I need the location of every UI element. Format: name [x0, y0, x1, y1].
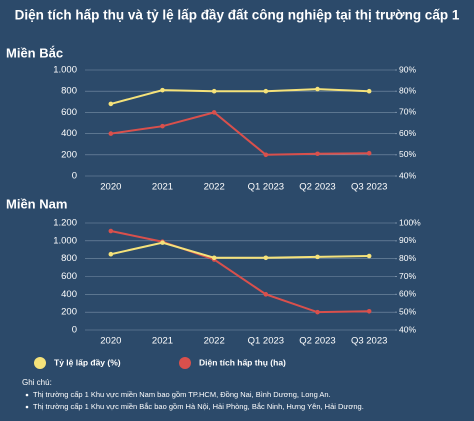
point	[366, 88, 372, 94]
point	[315, 86, 320, 92]
point	[263, 255, 269, 261]
x-tick-label: 2022	[204, 336, 225, 347]
point	[108, 101, 114, 107]
panel-title: Miền Bắc	[6, 45, 63, 60]
y2-tick-label: 50%	[399, 149, 416, 159]
y-tick-label: 800	[61, 253, 77, 264]
y-tick-label: 400	[61, 128, 77, 139]
y-tick-label: 600	[61, 271, 77, 282]
point	[263, 292, 269, 297]
point	[263, 88, 269, 94]
series-line	[110, 88, 370, 105]
y2-tick-label: 70%	[399, 107, 416, 117]
y-tick-label: 600	[61, 107, 77, 118]
y-tick-label: 0	[72, 171, 77, 182]
y2-tick-label: 80%	[399, 85, 416, 95]
y-tick-label: 200	[61, 149, 77, 160]
point	[160, 123, 165, 129]
point	[315, 151, 320, 157]
y-tick-label: 1.000	[53, 65, 77, 76]
x-tick-label: Q3 2023	[351, 182, 387, 193]
y2-tick-label: 90%	[399, 235, 416, 245]
x-tick-label: 2021	[152, 336, 173, 347]
x-tick-label: Q2 2023	[299, 336, 335, 347]
x-tick-label: 2020	[100, 336, 121, 347]
y2-tick-label: 90%	[399, 64, 416, 74]
point	[108, 251, 114, 257]
point	[315, 254, 320, 260]
point	[108, 228, 114, 234]
y-tick-label: 200	[61, 307, 77, 318]
point	[108, 131, 114, 136]
y-tick-label: 800	[61, 86, 77, 97]
y2-tick-label: 60%	[399, 289, 416, 299]
legend-swatch	[179, 357, 191, 369]
y2-tick-label: 40%	[399, 170, 416, 180]
point	[211, 255, 217, 261]
y2-tick-label: 70%	[399, 271, 416, 281]
x-tick-label: Q1 2023	[248, 182, 284, 193]
x-tick-label: Q1 2023	[248, 336, 284, 347]
legend-label: Diện tích hấp thụ (ha)	[199, 357, 286, 367]
series-line	[110, 111, 370, 156]
x-tick-label: 2022	[204, 182, 225, 193]
y-tick-label: 400	[61, 289, 77, 300]
point	[160, 240, 165, 245]
y2-tick-label: 100%	[399, 217, 421, 227]
y-tick-label: 1.200	[53, 218, 77, 229]
y-tick-label: 1.000	[53, 235, 77, 246]
series-line	[110, 241, 370, 259]
y-tick-label: 0	[72, 325, 77, 336]
point	[211, 110, 217, 115]
bullet	[25, 405, 29, 409]
note: Thị trường cấp 1 Khu vực miền Bắc bao gồ…	[33, 402, 364, 411]
x-tick-label: Q2 2023	[299, 182, 335, 193]
bullet	[25, 393, 29, 397]
point	[366, 150, 372, 156]
point	[315, 309, 320, 315]
legend-label: Tỷ lệ lấp đầy (%)	[54, 357, 121, 367]
series-line	[110, 230, 370, 314]
point	[263, 152, 269, 158]
notes-heading: Ghi chú:	[22, 378, 52, 387]
note: Thị trường cấp 1 Khu vực miền Nam bao gồ…	[33, 390, 331, 399]
y2-tick-label: 80%	[399, 253, 416, 263]
point	[366, 253, 372, 259]
title: Diện tích hấp thụ và tỷ lệ lấp đầy đất c…	[15, 8, 460, 23]
y2-tick-label: 40%	[399, 324, 416, 334]
x-tick-label: Q3 2023	[351, 336, 387, 347]
x-tick-label: 2020	[100, 182, 121, 193]
panel-title: Miền Nam	[6, 196, 67, 211]
legend-swatch	[34, 357, 46, 369]
point	[211, 88, 217, 94]
point	[366, 308, 372, 314]
point	[160, 87, 165, 93]
y2-tick-label: 60%	[399, 128, 416, 138]
y2-tick-label: 50%	[399, 306, 416, 316]
x-tick-label: 2021	[152, 182, 173, 193]
